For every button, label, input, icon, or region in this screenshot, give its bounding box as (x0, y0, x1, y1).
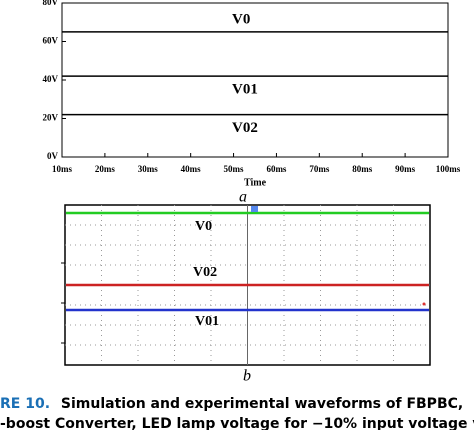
x-tick-label: 20ms (95, 164, 115, 174)
x-tick-label: 50ms (224, 164, 244, 174)
x-tick-label: 60ms (266, 164, 286, 174)
x-tick-label: 10ms (52, 164, 72, 174)
y-tick-label: 40V (43, 74, 59, 84)
x-axis-label: Time (244, 177, 267, 188)
y-tick-label: 60V (43, 36, 59, 46)
caption-text: Simulation and experimental waveforms of… (61, 396, 463, 412)
trace-label: V0 (195, 219, 212, 234)
scope-screen: V0 V02 V01 (61, 204, 431, 366)
x-tick-label: 40ms (181, 164, 201, 174)
x-tick-label: 30ms (138, 164, 158, 174)
caption: RE 10. Simulation and experimental wavef… (0, 396, 463, 412)
subfigure-label: b (243, 368, 251, 385)
x-tick-label: 70ms (309, 164, 329, 174)
caption-text: -boost Converter, LED lamp voltage for −… (0, 416, 474, 430)
trace-label: V02 (193, 265, 217, 280)
x-tick-label: 80ms (352, 164, 372, 174)
series-label: V01 (232, 82, 258, 98)
series-label: V0 (232, 11, 250, 27)
x-tick-label: 90ms (395, 164, 415, 174)
series-label: V02 (232, 120, 258, 136)
trigger-marker (251, 206, 258, 212)
trace-label: V01 (195, 314, 219, 329)
y-tick-label: 20V (43, 113, 59, 123)
y-tick-label: 0V (47, 151, 59, 161)
subfigure-label: a (239, 189, 247, 206)
marker-dot (422, 302, 426, 306)
y-tick-label: 80V (43, 0, 59, 7)
channel-markers (61, 262, 65, 344)
x-tick-label: 100ms (436, 164, 461, 174)
caption-label: RE 10. (0, 396, 50, 412)
